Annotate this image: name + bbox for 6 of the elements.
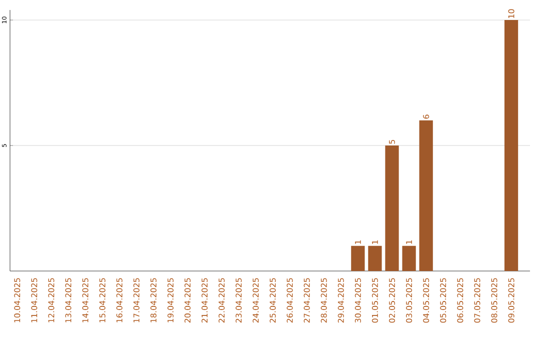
bar xyxy=(402,246,416,271)
bar xyxy=(419,120,433,271)
bar xyxy=(351,246,365,271)
bar xyxy=(504,20,518,271)
bar xyxy=(385,146,399,271)
bar xyxy=(368,246,382,271)
